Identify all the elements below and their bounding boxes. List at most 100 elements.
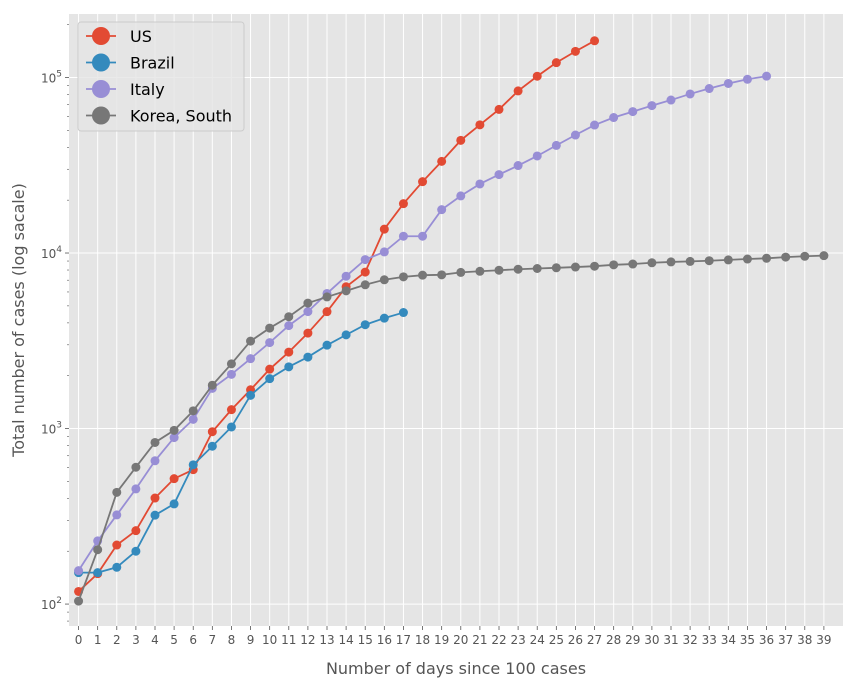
data-point (112, 510, 122, 520)
x-tick-label: 19 (434, 633, 449, 647)
axis-ticks: 0 1 2 3 4 5 6 7 8 9 10 11 12 13 14 15 16 17 18 19 20 21 22 23 24… (41, 24, 832, 647)
legend-marker (92, 27, 110, 45)
data-point (456, 267, 466, 277)
x-tick-label: 3 (132, 633, 140, 647)
x-tick-label: 11 (281, 633, 296, 647)
data-point (246, 336, 256, 346)
x-tick-label: 30 (644, 633, 659, 647)
legend-label: Italy (130, 80, 165, 99)
x-tick-label: 27 (587, 633, 602, 647)
x-tick-label: 15 (358, 633, 373, 647)
data-point (226, 369, 236, 379)
x-tick-label: 37 (778, 633, 793, 647)
data-point (418, 270, 428, 280)
x-tick-label: 35 (740, 633, 755, 647)
data-point (131, 546, 141, 556)
data-point (590, 120, 600, 130)
data-point (551, 263, 561, 273)
data-point (169, 433, 179, 443)
series-korea-south (74, 251, 829, 606)
x-axis-label: Number of days since 100 cases (326, 659, 586, 678)
data-point (284, 362, 294, 372)
data-point (341, 330, 351, 340)
x-tick-label: 4 (151, 633, 159, 647)
y-axis-label: Total number of cases (log sacale) (9, 183, 28, 458)
data-point (762, 71, 772, 81)
data-point (303, 328, 313, 338)
data-point (112, 562, 122, 572)
x-tick-label: 5 (170, 633, 178, 647)
data-point (494, 170, 504, 180)
data-point (418, 177, 428, 187)
data-point (150, 510, 160, 520)
x-tick-label: 26 (568, 633, 583, 647)
data-point (628, 107, 638, 117)
data-point (551, 140, 561, 150)
x-tick-label: 0 (75, 633, 83, 647)
data-point (265, 374, 275, 384)
x-tick-label: 18 (415, 633, 430, 647)
data-point (666, 95, 676, 105)
data-point (74, 566, 84, 576)
data-point (398, 231, 408, 241)
data-point (723, 255, 733, 265)
y-tick-label: 105 (41, 69, 62, 85)
data-point (570, 130, 580, 140)
data-point (207, 441, 217, 451)
data-point (226, 422, 236, 432)
data-point (437, 205, 447, 215)
data-point (379, 275, 389, 285)
data-point (207, 427, 217, 437)
legend-marker (92, 80, 110, 98)
data-point (570, 46, 580, 56)
data-point (685, 256, 695, 266)
data-point (112, 487, 122, 497)
data-point (475, 179, 485, 189)
data-point (513, 264, 523, 274)
x-tick-label: 23 (510, 633, 525, 647)
data-point (322, 340, 332, 350)
data-point (475, 266, 485, 276)
data-point (609, 113, 619, 123)
data-point (303, 298, 313, 308)
x-tick-label: 21 (472, 633, 487, 647)
legend-box (77, 21, 245, 132)
data-point (800, 251, 810, 261)
x-tick-label: 17 (396, 633, 411, 647)
data-point (418, 231, 428, 241)
legend-label: Brazil (130, 54, 175, 73)
data-point (532, 71, 542, 81)
legend-item: Korea, South (86, 106, 232, 126)
series-line (77, 254, 824, 602)
x-tick-label: 28 (606, 633, 621, 647)
data-point (360, 255, 370, 265)
legend-item: Brazil (86, 53, 175, 73)
data-point (150, 437, 160, 447)
data-point (590, 261, 600, 271)
x-tick-label: 6 (189, 633, 197, 647)
data-point (647, 101, 657, 111)
data-point (360, 267, 370, 277)
data-point (762, 253, 772, 263)
data-point (246, 354, 256, 364)
x-tick-label: 1 (94, 633, 102, 647)
data-point (322, 292, 332, 302)
data-point (819, 251, 829, 261)
x-tick-label: 2 (113, 633, 121, 647)
series-line (77, 40, 595, 593)
data-point (437, 156, 447, 166)
data-point (341, 271, 351, 281)
data-point (494, 265, 504, 275)
series-layer (74, 36, 829, 606)
data-point (666, 257, 676, 267)
data-point (742, 74, 752, 84)
data-point (475, 120, 485, 130)
data-point (532, 151, 542, 161)
y-tick-label: 104 (41, 245, 62, 261)
data-point (398, 199, 408, 209)
data-point (284, 312, 294, 322)
data-point (379, 313, 389, 323)
data-point (513, 86, 523, 96)
data-point (647, 258, 657, 268)
x-tick-label: 8 (228, 633, 236, 647)
